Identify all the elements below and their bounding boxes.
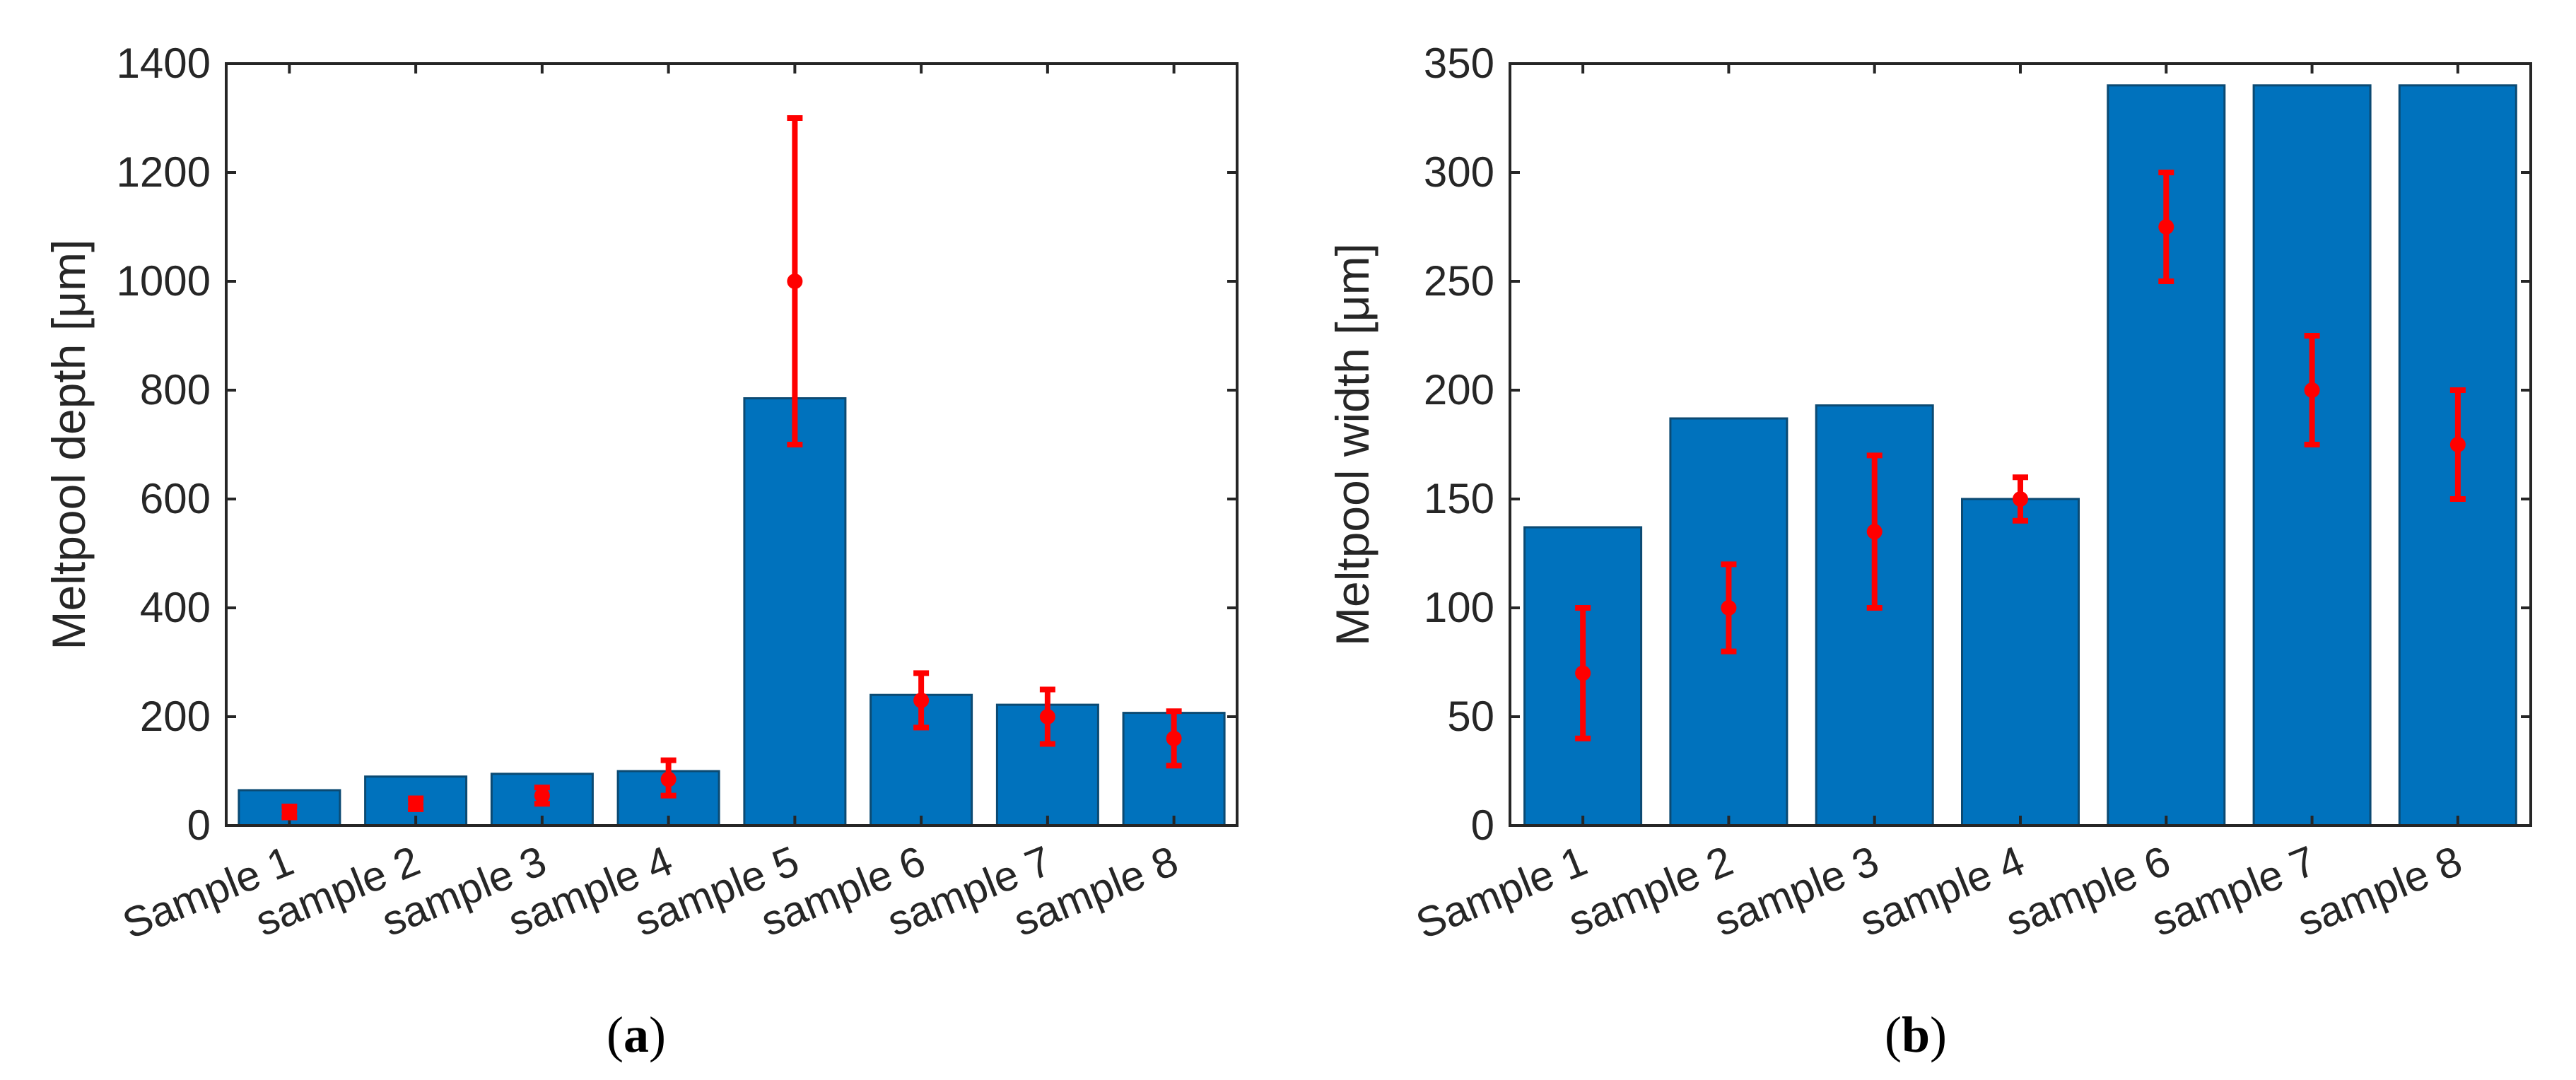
panel-caption: (a) — [607, 1006, 666, 1063]
x-tick-label: sample 4 — [1854, 837, 2031, 945]
y-tick-label: 150 — [1424, 475, 1494, 522]
y-tick-label: 400 — [140, 584, 211, 631]
axes-box — [225, 62, 1239, 827]
caption-close: ) — [649, 1006, 666, 1063]
y-tick-label: 1200 — [117, 148, 211, 196]
data-point — [1166, 730, 1182, 746]
data-point — [534, 787, 550, 804]
y-tick-label: 1400 — [117, 40, 211, 87]
y-axis-label: Meltpool width [μm] — [1326, 243, 1378, 646]
y-tick-label: 800 — [140, 366, 211, 413]
caption-open: ( — [1885, 1006, 1902, 1063]
panel-caption: (b) — [1885, 1006, 1947, 1063]
y-tick-label: 250 — [1424, 257, 1494, 305]
x-tick-label: sample 2 — [1562, 837, 1739, 945]
caption-close: ) — [1930, 1006, 1947, 1063]
y-tick-label: 100 — [1424, 584, 1494, 631]
caption-open: ( — [607, 1006, 623, 1063]
data-point — [2158, 219, 2174, 235]
data-point — [660, 771, 677, 787]
data-point — [281, 804, 298, 820]
data-point — [1575, 665, 1591, 681]
y-tick-label: 300 — [1424, 148, 1494, 196]
y-tick-label: 50 — [1447, 693, 1494, 740]
y-tick-label: 0 — [187, 802, 211, 849]
bar — [2252, 84, 2372, 827]
y-axis-label: Meltpool depth [μm] — [42, 240, 95, 650]
y-tick-label: 1000 — [117, 257, 211, 305]
y-tick-label: 600 — [140, 475, 211, 522]
bar — [743, 397, 847, 827]
x-tick-label: Sample 1 — [1410, 837, 1593, 948]
x-tick-label: sample 3 — [1708, 837, 1885, 945]
y-tick-label: 200 — [1424, 366, 1494, 413]
data-point — [2013, 491, 2028, 507]
data-point — [787, 274, 803, 289]
caption-letter: a — [623, 1006, 649, 1063]
x-tick-label: sample 8 — [2291, 837, 2469, 945]
bar — [1961, 498, 2080, 827]
data-point — [913, 692, 930, 708]
data-point — [2304, 382, 2320, 398]
data-point — [408, 796, 424, 812]
y-tick-label: 350 — [1424, 40, 1494, 87]
data-point — [1866, 524, 1883, 540]
x-tick-label: sample 7 — [2145, 837, 2323, 945]
caption-letter: b — [1902, 1006, 1930, 1063]
y-tick-label: 0 — [1471, 802, 1494, 849]
x-tick-label: sample 6 — [1999, 837, 2177, 945]
y-tick-label: 200 — [140, 693, 211, 740]
data-point — [2449, 437, 2466, 452]
data-point — [1721, 600, 1737, 616]
data-point — [1039, 709, 1055, 724]
